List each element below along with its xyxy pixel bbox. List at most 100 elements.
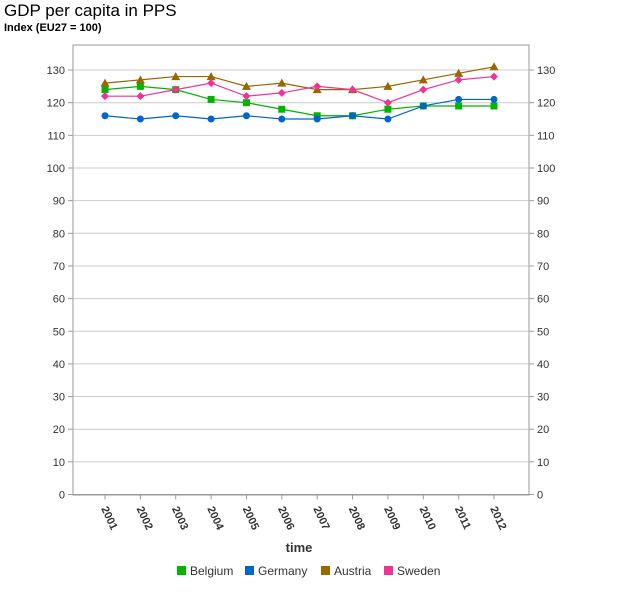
data-point-sweden: [101, 92, 109, 101]
data-point-germany: [384, 115, 392, 123]
y-tick-label-right: 20: [537, 424, 549, 436]
data-point-austria: [206, 72, 216, 81]
legend-swatch-austria: [321, 566, 330, 575]
y-tick-label: 100: [47, 163, 65, 175]
series-belgium: [101, 82, 498, 120]
data-point-belgium: [384, 105, 392, 113]
data-point-germany: [172, 112, 180, 120]
y-tick-label: 20: [53, 424, 65, 436]
data-point-austria: [171, 72, 181, 81]
x-tick-label: 2012: [487, 505, 508, 532]
x-axis: 2001 2002 2003 2004 2005 2006 2007 2008 2009 2010…: [98, 494, 509, 533]
data-point-sweden: [207, 79, 216, 88]
data-point-germany: [490, 95, 498, 103]
data-point-austria: [100, 78, 110, 87]
series-line-sweden: [105, 75, 495, 104]
data-point-germany: [278, 115, 286, 123]
legend-swatch-germany: [245, 566, 254, 575]
x-tick-label: 2008: [346, 505, 367, 532]
data-point-germany: [242, 112, 250, 120]
legend-swatch-belgium: [177, 566, 186, 575]
data-point-belgium: [455, 102, 463, 110]
series-germany: [101, 95, 498, 123]
y-tick-label-right: 10: [537, 457, 549, 469]
series-line-germany: [104, 98, 494, 120]
y-tick-label-right: 0: [537, 490, 543, 502]
y-axis-left: 0 10 20 30 40 50 60 70 80 90 100 110 120 130: [47, 65, 73, 502]
data-point-sweden: [490, 72, 498, 81]
legend-item-austria: Austria: [321, 564, 372, 578]
x-axis-title: time: [286, 540, 313, 555]
data-point-austria: [277, 78, 287, 87]
data-point-sweden: [419, 85, 428, 94]
y-tick-label-right: 30: [537, 392, 549, 404]
x-tick-label: 2001: [98, 505, 119, 532]
data-point-sweden: [277, 88, 286, 97]
y-tick-label: 70: [53, 261, 65, 273]
legend-swatch-sweden: [384, 566, 393, 575]
y-tick-label-right: 70: [537, 261, 549, 273]
data-point-germany: [349, 112, 357, 120]
data-point-sweden: [136, 92, 145, 101]
data-point-austria: [383, 81, 393, 90]
x-tick-label: 2009: [381, 505, 402, 532]
y-axis-right: 0 10 20 30 40 50 60 70 80 90 100 110 120 130: [529, 65, 555, 502]
y-tick-label: 120: [47, 98, 65, 110]
y-tick-label-right: 130: [537, 65, 555, 77]
y-tick-label-right: 120: [537, 98, 555, 110]
data-point-germany: [419, 102, 427, 110]
legend-item-germany: Germany: [245, 564, 307, 578]
data-point-belgium: [207, 95, 215, 103]
series-sweden: [101, 72, 498, 107]
data-point-germany: [455, 95, 463, 103]
x-tick-label: 2011: [452, 505, 473, 532]
data-point-austria: [454, 68, 464, 77]
y-tick-label: 40: [53, 359, 65, 371]
x-tick-label: 2005: [240, 505, 261, 532]
y-tick-label-right: 60: [537, 294, 549, 306]
legend-label-sweden: Sweden: [397, 564, 440, 578]
series-line-belgium: [104, 85, 494, 117]
y-tick-label-right: 40: [537, 359, 549, 371]
data-point-austria: [241, 81, 251, 90]
y-tick-label: 30: [53, 392, 65, 404]
data-point-sweden: [313, 82, 322, 91]
y-tick-label-right: 50: [537, 326, 549, 338]
data-point-sweden: [242, 92, 251, 101]
y-tick-label: 60: [53, 294, 65, 306]
legend-item-sweden: Sweden: [384, 564, 440, 578]
y-tick-label: 10: [53, 457, 65, 469]
y-tick-label-right: 110: [537, 130, 555, 142]
data-point-germany: [136, 115, 144, 123]
data-point-sweden: [454, 75, 463, 84]
y-tick-label: 110: [47, 130, 65, 142]
y-tick-label: 90: [53, 196, 65, 208]
data-point-germany: [207, 115, 215, 123]
y-tick-label: 50: [53, 326, 65, 338]
gridlines: [73, 69, 529, 495]
legend: Belgium Germany Austria Sweden: [177, 564, 440, 578]
data-point-germany: [101, 112, 109, 120]
x-tick-label: 2006: [275, 505, 296, 532]
data-point-austria: [418, 75, 428, 84]
x-tick-label: 2010: [417, 505, 438, 532]
data-point-belgium: [242, 99, 250, 107]
data-point-sweden: [171, 85, 180, 94]
data-point-austria: [489, 62, 499, 71]
data-point-germany: [313, 115, 321, 123]
y-tick-label-right: 100: [537, 163, 555, 175]
series-layer: [100, 62, 499, 123]
data-point-sweden: [348, 85, 357, 94]
data-point-belgium: [101, 86, 109, 94]
data-point-sweden: [383, 98, 392, 107]
x-tick-label: 2004: [204, 505, 226, 533]
y-tick-label: 0: [59, 490, 65, 502]
x-tick-label: 2002: [134, 505, 155, 532]
series-line-austria: [104, 66, 495, 91]
data-point-belgium: [136, 82, 144, 90]
x-tick-label: 2007: [310, 505, 331, 532]
y-tick-label: 130: [47, 65, 65, 77]
chart-subtitle: Index (EU27 = 100): [4, 22, 102, 34]
data-point-belgium: [278, 105, 286, 113]
